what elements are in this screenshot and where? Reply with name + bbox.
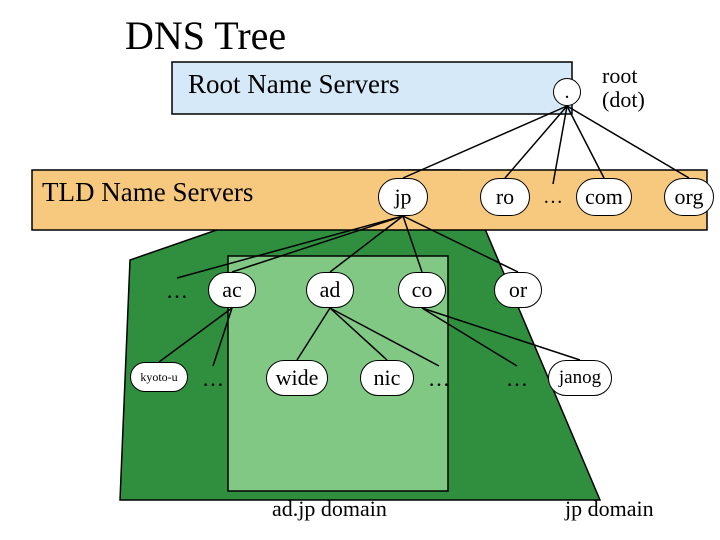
node-nic: nic: [360, 360, 414, 396]
node-slddots: …: [160, 278, 194, 304]
label-jpdom: jp domain: [565, 497, 654, 521]
label-root_name: Root Name Servers: [188, 70, 399, 100]
label-root_annot: root (dot): [602, 64, 645, 112]
node-ad: ad: [306, 272, 354, 308]
node-wide: wide: [266, 360, 328, 396]
node-jp: jp: [378, 178, 428, 216]
node-janog: janog: [548, 360, 612, 396]
node-thdots3: …: [500, 366, 534, 392]
dns-tree-diagram: DNS Tree Root Name Servers root (dot) TLD N…: [0, 0, 720, 540]
node-co: co: [398, 272, 446, 308]
node-tlddots: …: [536, 184, 570, 210]
node-kyotou: kyoto-u: [130, 362, 188, 392]
label-adjp: ad.jp domain: [272, 497, 387, 521]
node-ro: ro: [480, 178, 530, 216]
node-com: com: [576, 178, 632, 216]
label-tld_name: TLD Name Servers: [42, 178, 253, 208]
node-thdots: …: [196, 366, 230, 392]
diagram-title: DNS Tree: [125, 12, 286, 59]
node-thdots2: …: [422, 366, 456, 392]
node-ac: ac: [208, 272, 256, 308]
node-root: .: [553, 78, 581, 106]
node-org: org: [664, 178, 714, 216]
node-or: or: [494, 272, 542, 308]
